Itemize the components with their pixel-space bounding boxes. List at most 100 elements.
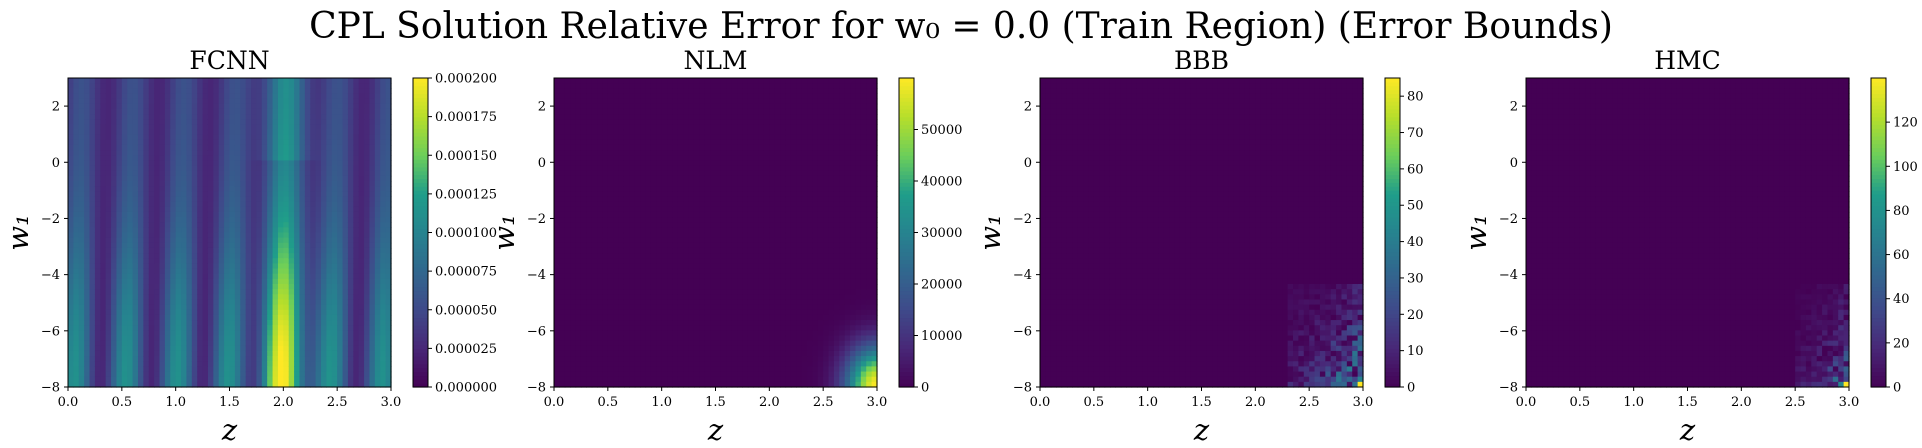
heatmap-cell	[234, 289, 241, 295]
colorbar-segment	[413, 85, 428, 91]
heatmap-cell	[202, 340, 209, 347]
heatmap-cell	[591, 196, 598, 203]
heatmap-cell	[294, 196, 301, 203]
heatmap-cell	[73, 237, 80, 244]
heatmap-cell	[380, 237, 387, 244]
heatmap-cell	[575, 325, 582, 331]
heatmap-cell	[564, 314, 571, 321]
heatmap-cell	[380, 175, 387, 182]
heatmap-cell	[105, 227, 112, 234]
heatmap-cell	[218, 217, 225, 223]
heatmap-cell	[342, 320, 349, 326]
heatmap-cell	[634, 345, 641, 352]
heatmap-cell	[256, 206, 263, 213]
heatmap-cell	[207, 165, 214, 172]
heatmap-cell	[570, 155, 577, 161]
heatmap-cell	[186, 268, 193, 275]
heatmap-cell	[164, 299, 171, 306]
heatmap-cell	[559, 237, 566, 244]
heatmap-cell	[559, 330, 566, 337]
heatmap-cell	[202, 304, 209, 311]
heatmap-cell	[73, 350, 80, 357]
heatmap-cell	[618, 284, 625, 290]
heatmap-cell	[374, 278, 381, 285]
heatmap-cell	[202, 108, 209, 115]
heatmap-cell	[175, 139, 182, 146]
heatmap-cell	[251, 345, 258, 352]
heatmap-cell	[78, 320, 85, 326]
heatmap-cell	[570, 150, 577, 156]
heatmap-cell	[554, 376, 560, 383]
heatmap-cell	[650, 247, 657, 254]
heatmap-cell	[68, 206, 74, 213]
heatmap-cell	[640, 144, 647, 151]
heatmap-cell	[321, 253, 327, 259]
heatmap-cell	[94, 155, 101, 161]
heatmap-cell	[68, 83, 74, 89]
heatmap-cell	[213, 201, 220, 208]
heatmap-cell	[321, 124, 327, 131]
heatmap-cell	[331, 129, 338, 136]
heatmap-cell	[127, 242, 134, 249]
heatmap-cell	[68, 320, 74, 326]
heatmap-cell	[137, 129, 144, 136]
heatmap-cell	[229, 314, 236, 321]
heatmap-cell	[116, 88, 123, 95]
heatmap-cell	[656, 108, 663, 115]
heatmap-cell	[164, 263, 171, 270]
heatmap-cell	[656, 139, 663, 146]
heatmap-cell	[667, 83, 674, 89]
heatmap-cell	[229, 381, 236, 388]
heatmap-cell	[559, 284, 566, 290]
heatmap-cell	[105, 284, 112, 290]
heatmap-cell	[656, 345, 663, 352]
heatmap-cell	[191, 361, 198, 367]
heatmap-cell	[283, 268, 290, 275]
heatmap-cell	[299, 247, 306, 254]
heatmap-cell	[650, 103, 657, 110]
heatmap-cell	[191, 217, 198, 223]
heatmap-cell	[240, 258, 247, 264]
heatmap-cell	[331, 155, 338, 161]
heatmap-cell	[181, 376, 188, 383]
heatmap-cell	[159, 139, 166, 146]
heatmap-cell	[261, 181, 268, 187]
heatmap-cell	[385, 170, 392, 177]
heatmap-cell	[283, 299, 290, 306]
heatmap-cell	[251, 366, 258, 373]
heatmap-cell	[586, 289, 593, 295]
heatmap-cell	[111, 278, 118, 285]
heatmap-cell	[321, 129, 327, 136]
heatmap-cell	[229, 227, 236, 234]
heatmap-cell	[634, 263, 641, 270]
heatmap-cell	[121, 278, 128, 285]
heatmap-cell	[554, 309, 560, 316]
heatmap-cell	[121, 340, 128, 347]
heatmap-cell	[261, 129, 268, 136]
heatmap-cell	[575, 253, 582, 259]
heatmap-cell	[164, 242, 171, 249]
heatmap-cell	[283, 150, 290, 156]
heatmap-cell	[68, 232, 74, 239]
heatmap-cell	[229, 304, 236, 311]
heatmap-cell	[607, 258, 614, 264]
heatmap-cell	[358, 108, 365, 115]
heatmap-cell	[111, 144, 118, 151]
heatmap-cell	[224, 242, 231, 249]
heatmap-cell	[148, 330, 155, 337]
heatmap-cell	[554, 124, 560, 131]
heatmap-cell	[186, 186, 193, 192]
heatmap-cell	[597, 88, 604, 95]
heatmap-cell	[121, 124, 128, 131]
heatmap-cell	[586, 278, 593, 285]
heatmap-cell	[111, 196, 118, 203]
heatmap-cell	[294, 232, 301, 239]
heatmap-cell	[121, 222, 128, 228]
heatmap-cell	[234, 314, 241, 321]
heatmap-cell	[597, 335, 604, 342]
heatmap-cell	[321, 119, 327, 125]
heatmap-cell	[272, 211, 279, 218]
heatmap-cell	[283, 217, 290, 223]
heatmap-cell	[229, 335, 236, 342]
heatmap-cell	[575, 129, 582, 136]
